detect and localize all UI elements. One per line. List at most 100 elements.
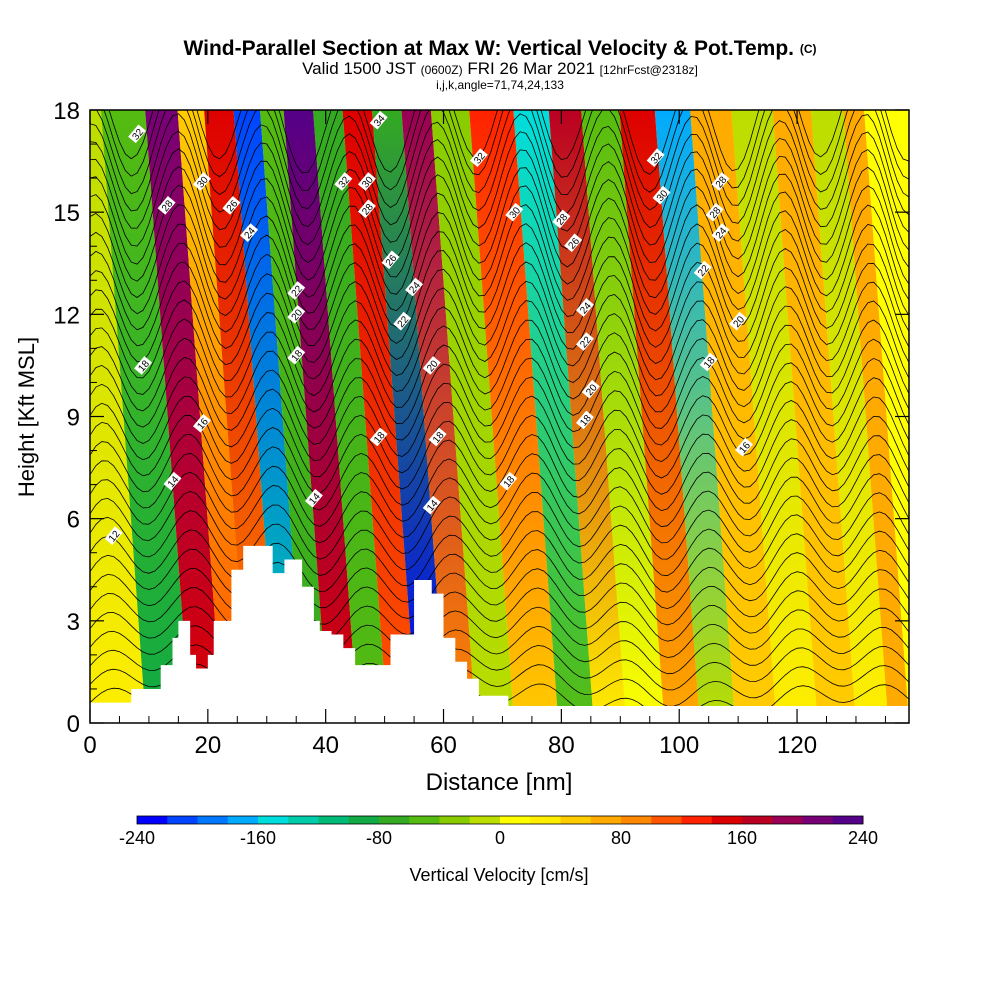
velocity-band xyxy=(810,110,889,723)
isentrope-line xyxy=(90,148,909,264)
velocity-band xyxy=(90,110,146,723)
x-tick-label: 20 xyxy=(194,732,221,759)
velocity-band xyxy=(283,110,359,723)
isentrope-line xyxy=(90,223,909,332)
colorbar-tick-label: 240 xyxy=(848,828,878,848)
velocity-band xyxy=(619,110,700,723)
colorbar-swatch xyxy=(227,816,259,824)
x-tick-label: 60 xyxy=(430,732,457,759)
isentrope-line xyxy=(90,414,909,495)
colorbar-swatch xyxy=(711,816,743,824)
y-tick-label: 0 xyxy=(67,711,80,738)
colorbar-swatch xyxy=(530,816,561,824)
colorbar-swatch xyxy=(439,816,471,824)
velocity-band xyxy=(100,110,191,723)
isentrope-line xyxy=(90,184,909,299)
colorbar-swatch xyxy=(318,816,350,824)
isentrope-line xyxy=(90,395,909,479)
x-tick-label: 100 xyxy=(659,732,699,759)
y-tick-label: 3 xyxy=(67,609,80,636)
isentrope-line xyxy=(90,568,909,626)
isentrope-line xyxy=(90,548,909,610)
x-tick-label: 80 xyxy=(548,732,575,759)
x-tick-label: 40 xyxy=(312,732,339,759)
x-tick-label: 0 xyxy=(83,732,96,759)
colorbar-swatch xyxy=(832,816,864,824)
colorbar-swatch xyxy=(500,816,531,824)
colorbar-swatch xyxy=(469,816,501,824)
isentrope-line xyxy=(90,242,909,348)
colorbar-swatch xyxy=(348,816,380,824)
y-tick-label: 12 xyxy=(53,302,80,329)
isentrope-line xyxy=(90,337,909,429)
colorbar-tick-label: -240 xyxy=(119,828,155,848)
isentrope-line xyxy=(90,376,909,463)
isentrope-line xyxy=(90,433,909,512)
colorbar-swatch xyxy=(802,816,834,824)
copyright-mark: (C) xyxy=(799,42,817,56)
isentrope-line xyxy=(90,357,909,446)
colorbar-swatch xyxy=(560,816,592,824)
velocity-band xyxy=(654,110,736,723)
isentrope-line xyxy=(90,529,909,593)
isentrope-line xyxy=(108,110,909,175)
colorbar-tick-label: -160 xyxy=(240,828,276,848)
colorbar-swatch xyxy=(651,816,682,824)
colorbar-tick-label: -80 xyxy=(366,828,392,848)
isentrope-line xyxy=(90,318,909,413)
utc-time: (0600Z) xyxy=(420,63,463,77)
isentrope-line xyxy=(90,490,909,560)
velocity-band xyxy=(772,110,856,723)
grid-indices: i,j,k,angle=71,74,24,133 xyxy=(436,78,564,92)
x-axis-label: Distance [nm] xyxy=(426,769,573,796)
colorbar-swatch xyxy=(137,816,168,824)
valid-time: Valid 1500 JST xyxy=(302,59,416,78)
isentrope-line xyxy=(90,471,909,544)
colorbar-swatch xyxy=(288,816,319,824)
velocity-band xyxy=(313,110,388,723)
colorbar-swatch xyxy=(379,816,410,824)
velocity-band xyxy=(731,110,818,723)
colorbar-tick-label: 0 xyxy=(495,828,505,848)
isentrope-line xyxy=(90,510,909,577)
isentrope-line xyxy=(90,299,909,397)
velocity-band xyxy=(342,110,418,723)
chart-title-block: Wind-Parallel Section at Max W: Vertical… xyxy=(0,37,1000,92)
y-tick-label: 18 xyxy=(53,98,80,125)
colorbar-swatch xyxy=(621,816,652,824)
isentrope-line xyxy=(90,261,909,364)
y-tick-label: 9 xyxy=(67,405,80,432)
colorbar-frame xyxy=(136,815,864,825)
axes: 0 20 40 60 80 100 120 0 3 6 9 12 15 18 xyxy=(53,98,909,759)
colorbar-swatch xyxy=(197,816,229,824)
isentrope-line xyxy=(90,587,909,642)
isentrope-lines xyxy=(90,110,909,723)
isentrope-line xyxy=(90,166,909,281)
y-tick-label: 15 xyxy=(53,200,80,227)
valid-date: FRI 26 Mar 2021 xyxy=(467,59,595,78)
velocity-band xyxy=(469,110,559,723)
colorbar-swatch xyxy=(167,816,198,824)
colorbar-swatch xyxy=(258,816,289,824)
colorbar-swatch xyxy=(590,816,622,824)
isentrope-line xyxy=(103,110,909,193)
colorbar-swatch xyxy=(772,816,803,824)
colorbar-swatch xyxy=(409,816,440,824)
isentrope-line xyxy=(90,452,909,528)
velocity-band xyxy=(513,110,594,723)
chart-title: Wind-Parallel Section at Max W: Vertical… xyxy=(183,37,794,60)
x-tick-label: 120 xyxy=(777,732,817,759)
velocity-band xyxy=(581,110,665,723)
colorbar-label: Vertical Velocity [cm/s] xyxy=(409,865,588,885)
isentrope-line xyxy=(96,110,909,211)
isentrope-line xyxy=(90,280,909,381)
y-axis-label: Height [Kft MSL] xyxy=(14,337,39,497)
colorbar-swatch xyxy=(742,816,773,824)
velocity-band xyxy=(401,110,476,723)
colorbar-tick-label: 80 xyxy=(611,828,631,848)
isentrope-line xyxy=(90,130,909,246)
colorbar: -240 -160 -80 0 80 160 240 xyxy=(119,815,878,848)
